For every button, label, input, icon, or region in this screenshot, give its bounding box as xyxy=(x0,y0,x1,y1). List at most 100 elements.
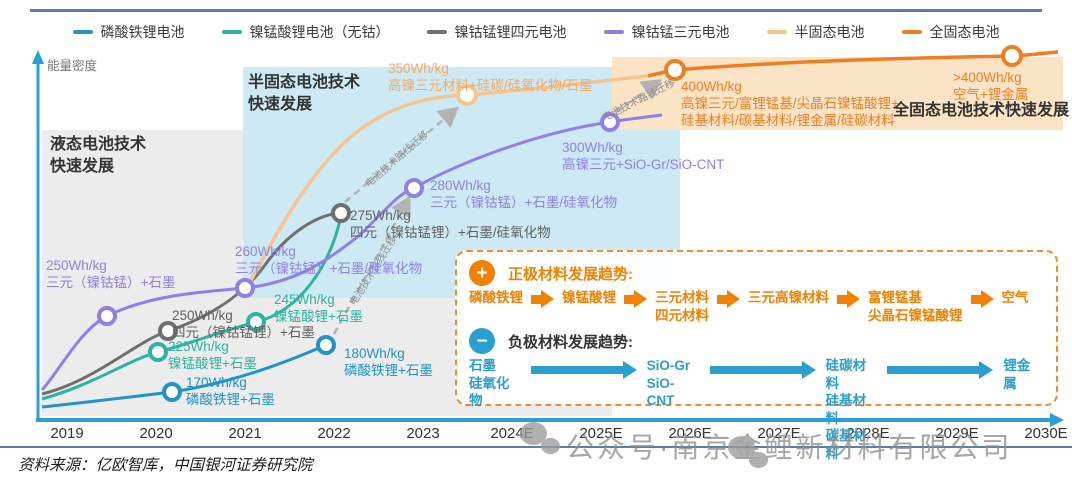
x-tick-2029e: 2029E xyxy=(935,425,979,442)
cathode-item: 三元高镍材料 xyxy=(748,290,829,305)
legend-swatch-lmno xyxy=(221,30,242,34)
legend-label-solidstate: 全固态电池 xyxy=(929,24,1000,40)
wechat-icon xyxy=(728,436,768,468)
annotation-value: 180Wh/kg xyxy=(344,346,405,361)
cathode-item: 镍锰酸锂 xyxy=(562,290,616,305)
annotation-value: 170Wh/kg xyxy=(186,375,247,390)
legend-swatch-semisolid xyxy=(766,30,787,34)
legend-swatch-solidstate xyxy=(901,30,922,34)
region-label-semi-solid: 半固态电池技术 快速发展 xyxy=(248,74,361,113)
legend-label-quaternary: 镍钴锰锂四元电池 xyxy=(454,24,567,40)
x-tick-2025e: 2025E xyxy=(579,425,623,442)
legend: 磷酸铁锂电池 镍锰酸锂电池（无钴） 镍钴锰锂四元电池 镍钴锰三元电池 半固态电池… xyxy=(0,22,1072,42)
annotation-materials: 镍锰酸锂+石墨 xyxy=(168,355,257,371)
annotation-materials: 四元（镍钴锰锂）+石墨 xyxy=(172,324,315,340)
annotation-value: 350Wh/kg xyxy=(388,61,449,76)
migration-arrow-3 xyxy=(615,79,663,114)
anode-trend-title: 负极材料发展趋势: xyxy=(508,333,633,351)
cathode-trend-chain: 磷酸铁锂 镍锰酸锂 三元材料 四元材料 三元高镍材料 富锂锰基 尖晶石镍锰酸锂 … xyxy=(469,289,1042,324)
marker-lfp-180 xyxy=(316,335,336,355)
annotation-value: 225Wh/kg xyxy=(168,339,229,354)
annotation-value: 250Wh/kg xyxy=(172,308,233,323)
annotation-ternary-250: 250Wh/kg 三元（镍钴锰）+石墨 xyxy=(46,258,175,292)
marker-ternary-280 xyxy=(404,178,424,198)
marker-lmno-225 xyxy=(148,342,168,362)
annotation-value: 260Wh/kg xyxy=(235,244,296,259)
annotation-all-solid-400: 400Wh/kg 高镍三元/富锂锰基/尖晶石镍锰酸锂+ 硅基材料/碳基材料/锂金… xyxy=(681,79,899,130)
marker-lfp-170 xyxy=(162,382,182,402)
legend-item-ternary: 镍钴锰三元电池 xyxy=(603,22,730,42)
legend-swatch-quaternary xyxy=(426,30,447,34)
legend-swatch-ternary xyxy=(603,30,624,34)
region-label-liquid: 液态电池技术 快速发展 xyxy=(50,136,147,175)
annotation-lmno-225: 225Wh/kg 镍锰酸锂+石墨 xyxy=(168,339,257,373)
legend-item-lfp: 磷酸铁锂电池 xyxy=(72,22,185,42)
annotation-materials: 三元（镍钴锰）+石墨/硅氧化物 xyxy=(430,194,618,210)
cathode-item: 空气 xyxy=(1001,290,1029,305)
annotation-value: >400Wh/kg xyxy=(953,70,1022,85)
x-tick-2028e: 2028E xyxy=(846,425,890,442)
annotation-ternary-260: 260Wh/kg 三元（镍钴锰）+石墨/硅氧化物 xyxy=(235,244,422,278)
annotation-value: 280Wh/kg xyxy=(430,178,491,193)
annotation-value: 300Wh/kg xyxy=(562,140,623,155)
anode-trend-chain: 石墨 硅氧化物 SiO-Gr SiO-CNT 硅碳材料 硅基材料 碳基材料 锂金… xyxy=(469,357,1042,462)
annotation-value: 245Wh/kg xyxy=(274,292,335,307)
arrow-right-icon xyxy=(837,290,860,308)
annotation-quaternary-250: 250Wh/kg 四元（镍钴锰锂）+石墨 xyxy=(172,308,315,342)
annotation-materials: 高镍三元材料+硅碳/硅氧化物/石墨 xyxy=(388,77,593,93)
curve-semi-solid xyxy=(244,74,649,291)
cathode-trend-header: + 正极材料发展趋势: xyxy=(469,259,1042,287)
legend-label-lfp: 磷酸铁锂电池 xyxy=(100,24,185,40)
arrow-right-icon xyxy=(624,290,647,308)
long-arrow-right-icon xyxy=(887,361,994,380)
x-tick-2021: 2021 xyxy=(228,425,262,442)
curve-quaternary xyxy=(41,211,342,396)
wechat-icon xyxy=(520,422,560,454)
y-axis-label: 能量密度 xyxy=(47,59,98,73)
x-tick-2026e: 2026E xyxy=(668,425,712,442)
legend-item-semisolid: 半固态电池 xyxy=(766,22,865,42)
annotation-materials: 磷酸铁锂+石墨 xyxy=(186,391,275,407)
region-label-all-solid: 全固态电池技术快速发展 xyxy=(893,102,1070,119)
y-axis-arrow-icon xyxy=(32,50,44,64)
x-tick-2023: 2023 xyxy=(406,425,440,442)
x-tick-2022: 2022 xyxy=(317,425,351,442)
marker-ternary-260 xyxy=(235,278,255,298)
arrow-right-icon xyxy=(717,290,740,308)
cathode-item: 三元材料 四元材料 xyxy=(655,290,709,323)
legend-label-lmno: 镍锰酸锂电池（无钴） xyxy=(249,24,390,40)
marker-all-solid-400plus xyxy=(1001,45,1023,67)
watermark-text: 公众号·南京金鲤新材料有限公司 xyxy=(566,432,1013,463)
x-tick-2019: 2019 xyxy=(50,425,84,442)
legend-label-ternary: 镍钴锰三元电池 xyxy=(631,24,730,40)
materials-trend-box: + 正极材料发展趋势: 磷酸铁锂 镍锰酸锂 三元材料 四元材料 三元高镍材料 富… xyxy=(455,250,1058,461)
plus-icon: + xyxy=(469,260,495,286)
anode-item: 硅碳材料 硅基材料 碳基材料 xyxy=(825,358,867,461)
annotation-materials: 镍锰酸锂+石墨 xyxy=(274,308,363,324)
x-axis-arrow-icon xyxy=(1050,413,1064,427)
cathode-item: 富锂锰基 尖晶石镍锰酸锂 xyxy=(868,290,963,323)
annotation-lfp-180: 180Wh/kg 磷酸铁锂+石墨 xyxy=(344,346,433,380)
annotation-materials: 高镍三元/富锂锰基/尖晶石镍锰酸锂+ 硅基材料/碳基材料/锂金属/硅碳材料 xyxy=(681,95,899,128)
annotation-ternary-280: 280Wh/kg 三元（镍钴锰）+石墨/硅氧化物 xyxy=(430,178,617,212)
source-note: 资料来源：亿欧智库，中国银河证券研究院 xyxy=(18,457,313,474)
x-tick-2030e: 2030E xyxy=(1024,425,1068,442)
annotation-materials: 空气+锂金属 xyxy=(953,86,1029,102)
annotation-materials: 三元（镍钴锰）+石墨 xyxy=(46,274,176,290)
annotation-lmno-245: 245Wh/kg 镍锰酸锂+石墨 xyxy=(274,292,363,326)
annotation-value: 250Wh/kg xyxy=(46,258,107,273)
marker-all-solid-400 xyxy=(664,59,686,81)
anode-trend-header: − 负极材料发展趋势: xyxy=(469,327,1042,355)
arrow-right-icon xyxy=(970,290,994,308)
annotation-materials: 三元（镍钴锰）+石墨/硅氧化物 xyxy=(235,260,423,276)
cathode-item: 磷酸铁锂 xyxy=(469,290,523,305)
legend-item-solidstate: 全固态电池 xyxy=(901,22,1000,42)
marker-lmno-245 xyxy=(246,312,266,332)
annotation-materials: 磷酸铁锂+石墨 xyxy=(344,362,433,378)
top-divider xyxy=(30,9,1042,12)
annotation-materials: 四元（镍钴锰锂）+石墨/硅氧化物 xyxy=(350,224,551,240)
long-arrow-right-icon xyxy=(709,361,816,380)
marker-ternary-300 xyxy=(600,112,620,132)
